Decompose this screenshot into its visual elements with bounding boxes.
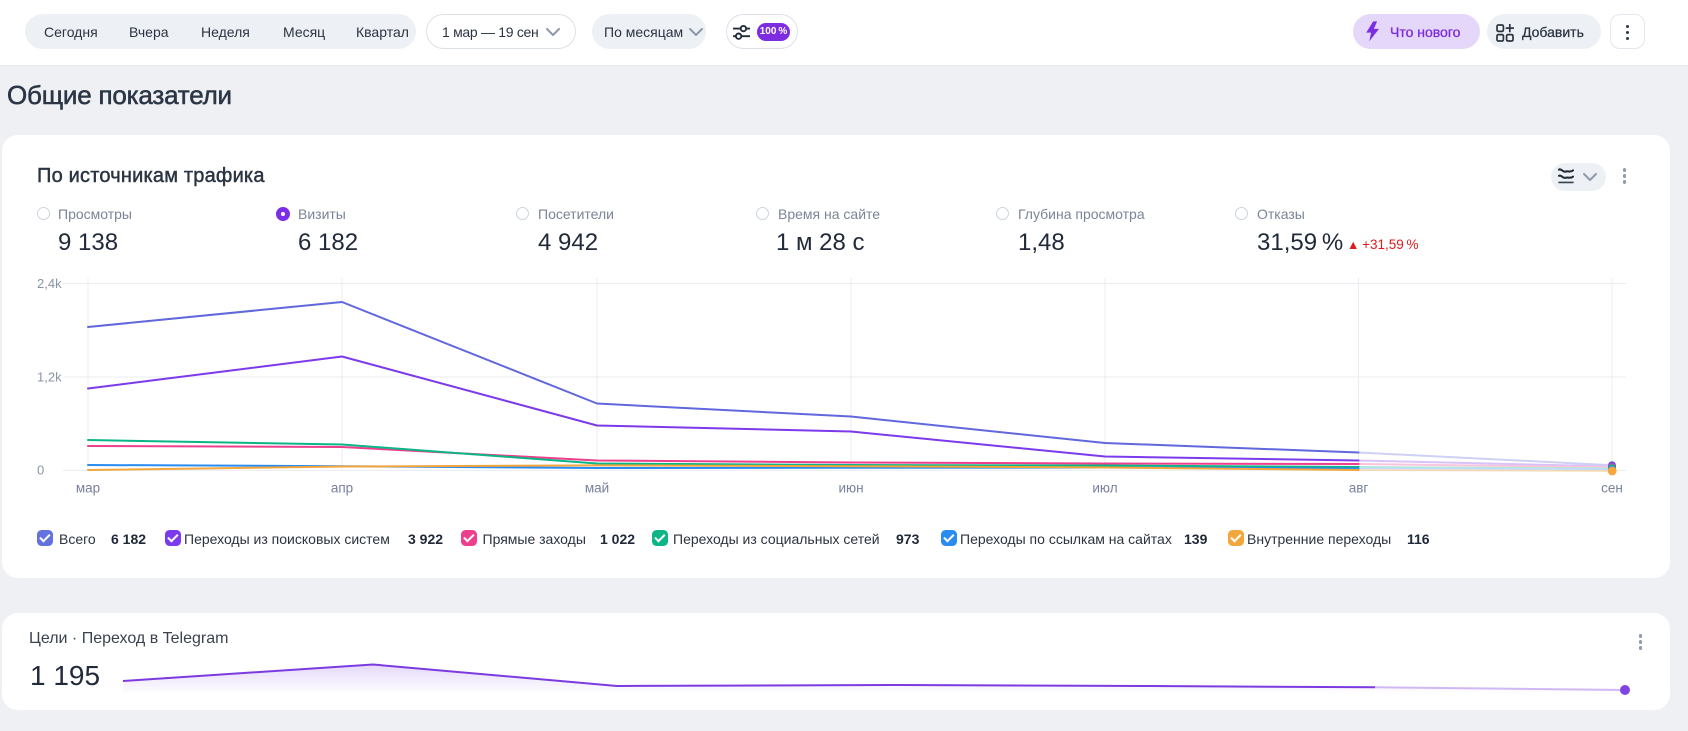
svg-text:авг: авг [1349,481,1369,496]
svg-text:июн: июн [838,481,863,496]
svg-text:2,4k: 2,4k [37,276,62,291]
svg-text:май: май [585,481,609,496]
svg-text:июл: июл [1092,481,1117,496]
svg-text:мар: мар [76,481,100,496]
svg-text:апр: апр [331,481,353,496]
svg-text:0: 0 [37,463,44,478]
svg-text:сен: сен [1601,481,1623,496]
svg-text:1,2k: 1,2k [37,370,62,385]
